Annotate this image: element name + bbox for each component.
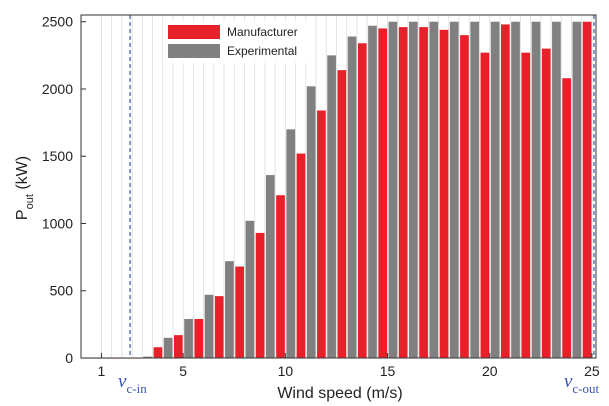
y-tick-label: 1000 [42, 215, 73, 231]
bar-experimental [409, 21, 418, 358]
bar-experimental [204, 294, 214, 358]
bar-manufacturer [235, 266, 244, 358]
bar-experimental [470, 21, 480, 358]
bar-experimental [511, 21, 520, 358]
cut-marker-label: vc-out [564, 371, 600, 396]
y-tick-label: 2000 [42, 81, 73, 97]
bar-manufacturer [255, 232, 265, 358]
x-tick-label: 1 [98, 363, 106, 379]
x-tick-label: 10 [278, 363, 294, 379]
legend-label-experimental: Experimental [227, 44, 297, 58]
bar-manufacturer [153, 347, 163, 358]
legend-swatch-experimental [168, 44, 220, 58]
cut-markers: vc-in vc-out [118, 15, 599, 396]
bar-experimental [163, 337, 173, 358]
x-axis-label: Wind speed (m/s) [277, 385, 402, 402]
bar-manufacturer [276, 195, 285, 358]
bar-manufacturer [480, 52, 490, 358]
bar-manufacturer [419, 27, 428, 358]
bar-manufacturer [296, 153, 306, 358]
bar-manufacturer [521, 52, 531, 358]
cut-marker-symbol: v [118, 371, 127, 392]
bar-manufacturer [500, 24, 510, 359]
bar-experimental [286, 129, 296, 358]
bar-experimental [531, 21, 541, 358]
x-tick-label: 15 [380, 363, 396, 379]
grid-lines [101, 15, 593, 358]
bar-manufacturer [378, 28, 388, 358]
bar-manufacturer [214, 296, 224, 358]
bar-experimental [429, 21, 439, 358]
bar-experimental [449, 21, 459, 358]
bar-manufacturer [398, 27, 408, 358]
bar-manufacturer [317, 110, 326, 359]
bar-manufacturer [460, 35, 469, 358]
y-tick-label: 1500 [42, 148, 73, 164]
bar-experimental [143, 356, 153, 358]
cut-marker-subscript: c-in [126, 381, 147, 396]
bar-manufacturer [582, 21, 592, 358]
legend: Manufacturer Experimental [163, 21, 315, 63]
y-axis-ticks: 0 500 1000 1500 2000 2500 [42, 14, 86, 366]
bar-experimental [245, 220, 255, 358]
bar-experimental [327, 55, 336, 359]
bar-manufacturer [194, 318, 204, 358]
bar-experimental [225, 261, 234, 358]
bar-manufacturer [541, 48, 551, 359]
bar-experimental [552, 21, 561, 358]
y-axis-label-main: P [14, 209, 31, 220]
bar-experimental [347, 36, 357, 358]
legend-label-manufacturer: Manufacturer [227, 25, 298, 39]
y-axis-label-sub: out [24, 194, 36, 209]
bar-manufacturer [439, 29, 449, 358]
bar-experimental [490, 21, 500, 358]
y-axis-label-unit: (kW) [14, 156, 31, 194]
x-tick-label: 20 [482, 363, 498, 379]
plot-frame [80, 14, 597, 359]
y-axis-label: Pout (kW) [14, 156, 36, 220]
bar-experimental [388, 21, 398, 358]
bar-experimental [368, 25, 377, 359]
bar-manufacturer [357, 43, 367, 358]
x-tick-label: 5 [179, 363, 187, 379]
cut-marker-symbol: v [564, 371, 573, 392]
x-tick-label: 25 [584, 363, 600, 379]
bar-experimental [265, 175, 275, 358]
bar-experimental [572, 21, 582, 358]
bars [82, 21, 592, 359]
bar-experimental [184, 318, 193, 358]
cut-marker-subscript: c-out [572, 381, 599, 396]
y-tick-label: 500 [50, 283, 74, 299]
bar-manufacturer [337, 70, 347, 358]
x-axis-ticks: 1 5 10 15 20 25 [98, 353, 600, 379]
bar-manufacturer [562, 78, 571, 358]
y-tick-label: 0 [65, 350, 73, 366]
y-tick-label: 2500 [42, 14, 73, 30]
bar-manufacturer [173, 335, 183, 358]
bar-experimental [306, 86, 316, 359]
cut-marker-label: vc-in [118, 371, 147, 396]
legend-swatch-manufacturer [168, 25, 220, 39]
